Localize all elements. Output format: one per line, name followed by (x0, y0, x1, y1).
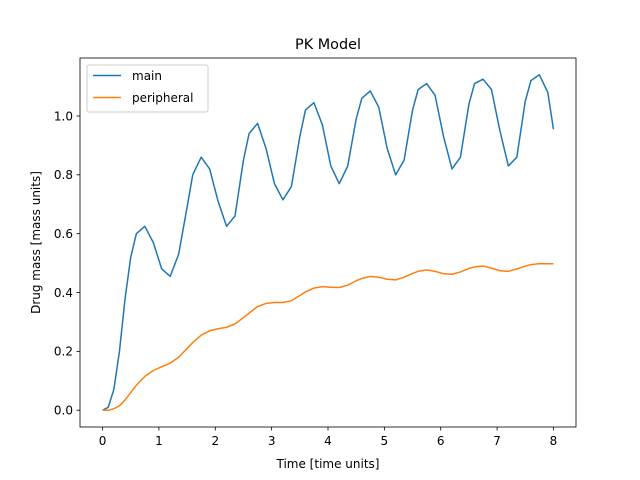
y-tick-label: 0.8 (54, 168, 73, 182)
legend: main peripheral (86, 64, 209, 113)
y-axis: 0.0 0.2 0.4 0.6 0.8 1.0 (54, 109, 80, 418)
y-tick-label: 1.0 (54, 109, 73, 123)
legend-box (86, 64, 209, 113)
y-tick-label: 0.6 (54, 227, 73, 241)
x-tick-label: 0 (99, 434, 107, 448)
x-tick-label: 3 (268, 434, 276, 448)
x-axis: 0 1 2 3 4 5 6 7 8 (99, 427, 558, 448)
x-tick-label: 7 (493, 434, 501, 448)
plot-area (102, 74, 555, 411)
x-axis-label: Time [time units] (276, 457, 380, 471)
x-tick-label: 8 (550, 434, 558, 448)
x-tick-label: 2 (211, 434, 219, 448)
legend-label-peripheral: peripheral (132, 91, 194, 105)
series-line-peripheral (102, 262, 554, 411)
y-tick-label: 0.4 (54, 286, 73, 300)
legend-label-main: main (132, 69, 162, 83)
y-axis-label: Drug mass [mass units] (29, 171, 43, 314)
y-tick-label: 0.2 (54, 345, 73, 359)
x-tick-label: 4 (324, 434, 332, 448)
chart-title: PK Model (295, 37, 361, 53)
y-tick-label: 0.0 (54, 404, 73, 418)
x-tick-label: 1 (155, 434, 163, 448)
x-tick-label: 6 (437, 434, 445, 448)
x-tick-label: 5 (381, 434, 389, 448)
series-line-main (102, 74, 555, 411)
